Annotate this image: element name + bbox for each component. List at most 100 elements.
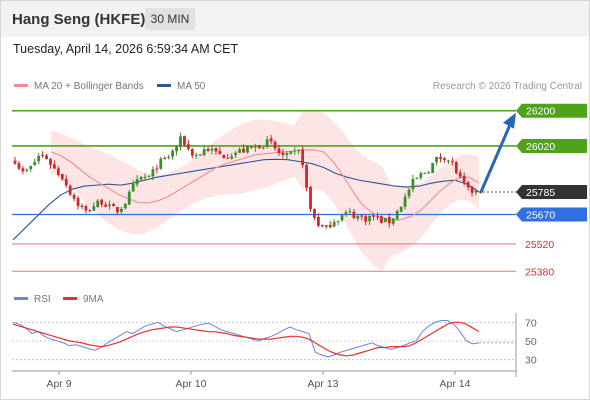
x-tick-label: Apr 9: [46, 378, 71, 390]
candle-body: [246, 146, 249, 153]
candle-body: [360, 215, 364, 217]
candle-body: [415, 177, 419, 179]
legend-ma20: MA 20 + Bollinger Bands: [14, 81, 144, 92]
candle-body: [234, 152, 238, 156]
candle-body: [352, 211, 356, 219]
candle-body: [119, 208, 123, 212]
candle-body: [190, 148, 194, 156]
candle-body: [285, 153, 289, 156]
level-text-26200: 26200: [526, 106, 555, 118]
candle-body: [183, 136, 186, 145]
timeframe-badge[interactable]: 30 MIN: [145, 8, 195, 30]
candle-body: [214, 147, 218, 152]
candle-body: [289, 151, 293, 154]
candle-body: [171, 150, 175, 157]
candle-body: [230, 156, 234, 159]
candle-body: [147, 175, 151, 177]
candle-body: [332, 222, 336, 227]
legend-rsi: RSI: [14, 294, 51, 305]
candle-body: [328, 224, 332, 228]
candle-body: [462, 175, 466, 183]
candle-body: [336, 220, 340, 222]
rsi-line: [12, 319, 480, 358]
candle-body: [155, 168, 159, 170]
candle-body: [100, 199, 104, 205]
candle-body: [297, 150, 301, 152]
candle-body: [411, 178, 415, 190]
candle-body: [281, 152, 285, 155]
ma20-line: [50, 149, 480, 221]
level-text-25670: 25670: [526, 209, 555, 221]
level-label-26020: 26020: [516, 138, 587, 153]
candle-body: [466, 182, 470, 188]
level-label-25785: 25785: [516, 184, 587, 199]
instrument-title: Hang Seng (HKFE): [12, 11, 146, 28]
level-text-25785: 25785: [526, 187, 555, 199]
credit-label: Research © 2026 Trading Central: [432, 81, 582, 92]
candle-body: [53, 164, 56, 169]
candle-body: [419, 173, 423, 178]
candle-body: [84, 206, 88, 211]
candle-body: [37, 155, 41, 162]
candles-group: [13, 132, 478, 229]
legend-ma20-label: MA 20 + Bollinger Bands: [34, 81, 144, 92]
legend-ma9: 9MA: [63, 294, 104, 305]
candle-body: [131, 183, 135, 192]
candle-body: [41, 155, 44, 157]
candle-body: [261, 147, 265, 149]
candle-body: [159, 158, 163, 169]
candle-body: [186, 144, 190, 149]
candle-body: [194, 154, 198, 156]
x-tick-label: Apr 10: [176, 378, 207, 390]
level-label-25670: 25670: [516, 207, 587, 222]
level-text-25380: 25380: [525, 266, 554, 278]
candle-body: [226, 157, 230, 159]
x-tick-label: Apr 14: [440, 378, 471, 390]
candle-body: [17, 163, 21, 169]
candle-body: [435, 156, 438, 163]
candle-body: [391, 218, 395, 224]
candle-body: [68, 185, 72, 195]
x-tick-label: Apr 13: [308, 378, 339, 390]
level-tag-25670: [516, 207, 587, 222]
candle-body: [92, 206, 96, 211]
candle-body: [143, 176, 147, 178]
datetime-label: Tuesday, April 14, 2026 6:59:34 AM CET: [13, 42, 239, 56]
candle-body: [324, 225, 328, 228]
candle-body: [368, 215, 372, 222]
candle-body: [427, 172, 431, 174]
candle-body: [88, 210, 92, 212]
candle-body: [112, 203, 115, 207]
level-tag-26020: [516, 138, 587, 153]
candle-body: [309, 186, 312, 209]
candle-body: [443, 158, 446, 160]
candle-body: [320, 225, 324, 227]
candle-body: [104, 204, 108, 207]
candle-body: [175, 146, 178, 152]
candle-body: [25, 169, 29, 171]
candle-body: [301, 149, 305, 166]
level-text-25520: 25520: [525, 239, 554, 251]
legend-ma9-label: 9MA: [83, 294, 104, 305]
ma50-swatch: [157, 83, 171, 87]
candle-body: [116, 207, 119, 213]
candle-body: [447, 160, 450, 162]
candle-body: [49, 159, 52, 165]
candle-body: [76, 197, 80, 206]
candle-body: [96, 200, 100, 208]
candle-body: [439, 157, 442, 159]
candle-body: [395, 210, 399, 219]
level-label-26200: 26200: [516, 103, 587, 118]
candle-body: [253, 145, 257, 148]
candle-body: [293, 150, 297, 152]
candle-body: [33, 162, 37, 166]
candle-body: [403, 196, 407, 207]
candle-body: [431, 163, 435, 173]
candle-body: [273, 141, 277, 149]
legend-rsi-label: RSI: [34, 294, 51, 305]
candle-body: [423, 172, 427, 174]
rsi-tick-30: 30: [525, 355, 537, 367]
candle-body: [127, 191, 131, 205]
candle-body: [470, 186, 474, 193]
